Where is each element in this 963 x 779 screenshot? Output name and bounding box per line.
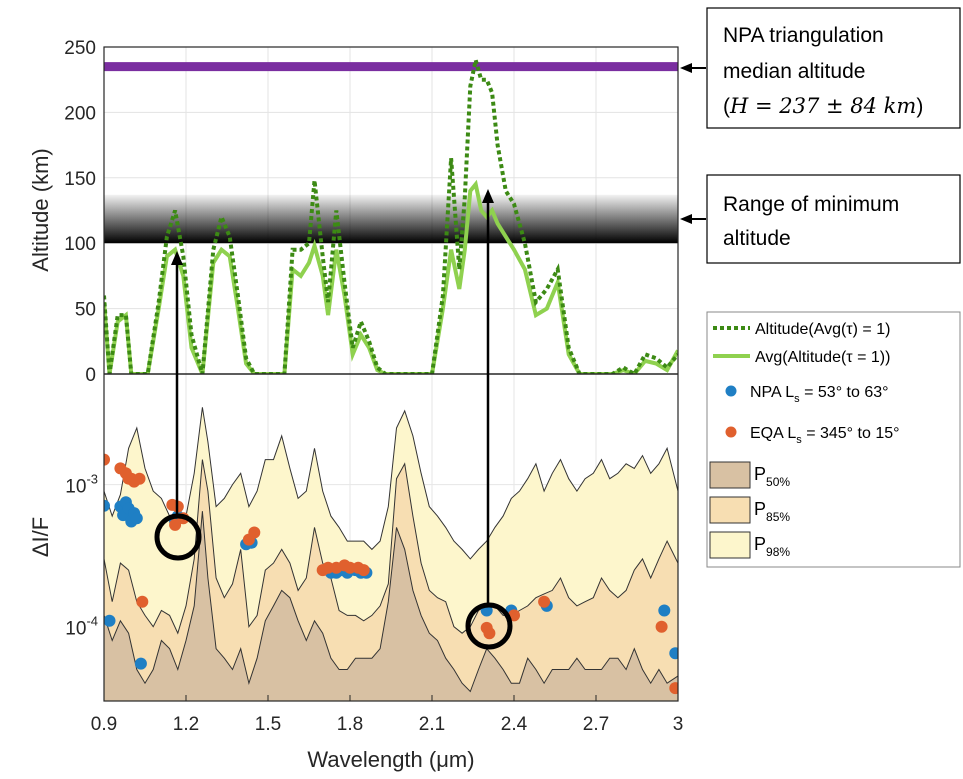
altitude-y-label: Altitude (km): [28, 148, 53, 271]
alt-tick-label-0: 0: [85, 365, 96, 386]
legend: Altitude(Avg(τ) = 1) Avg(Altitude(τ = 1)…: [706, 311, 961, 568]
alt-tick-label-100: 100: [64, 234, 96, 255]
area-p50: [104, 511, 678, 701]
alt-tick-label-200: 200: [64, 103, 96, 124]
point-eqa-6: [133, 472, 146, 485]
legend-p85-main: P: [754, 499, 766, 519]
altitude-panel: 0 50 100 150 200 250 Altitude (km): [28, 38, 679, 386]
series-line-altitude-avg-tau: [104, 59, 678, 374]
legend-swatch-p85: [709, 496, 751, 524]
point-eqa-15: [322, 561, 335, 574]
legend-p50-sub: 50%: [766, 475, 790, 489]
legend-npa-sub: s: [794, 393, 800, 405]
legend-eqa-sub: s: [796, 434, 802, 446]
arrow-range: [680, 214, 706, 224]
legend-label-p50: P50%: [754, 464, 790, 489]
point-eqa-25: [655, 620, 668, 633]
point-eqa-13: [248, 526, 261, 539]
range-annotation-line2: altitude: [723, 227, 791, 250]
x-tick-label-4: 2.1: [419, 714, 445, 735]
dif-tick-exp: -3: [86, 472, 98, 487]
x-tick-label-1: 1.2: [173, 714, 199, 735]
legend-label-solid: Avg(Altitude(τ = 1)): [755, 349, 890, 366]
dif-tick-label-1: 10-4: [65, 614, 98, 640]
x-tick-label-7: 3: [673, 714, 684, 735]
x-axis-label: Wavelength (μm): [307, 747, 474, 772]
legend-p85-sub: 85%: [766, 510, 790, 524]
point-eqa-20: [357, 564, 370, 577]
legend-swatch-npa: [725, 385, 737, 397]
point-eqa-0: [104, 453, 110, 466]
point-npa-25: [669, 647, 678, 660]
legend-label-p85: P85%: [754, 499, 790, 524]
point-npa-8: [130, 512, 143, 525]
median-altitude-bar: [104, 62, 678, 72]
legend-swatch-p98: [709, 531, 751, 559]
npa-paren-open: (: [723, 95, 730, 118]
point-npa-1: [104, 614, 116, 627]
alt-tick-label-150: 150: [64, 169, 96, 190]
point-eqa-24: [538, 595, 551, 608]
dif-tick-label-0: 10-3: [65, 472, 98, 498]
series-line-avg-altitude: [104, 179, 678, 374]
legend-p98-sub: 98%: [766, 545, 790, 559]
legend-swatch-p50: [709, 461, 751, 489]
arrow-right: [482, 189, 494, 606]
legend-eqa-main: EQA L: [750, 425, 796, 442]
arrow-npa: [680, 63, 706, 73]
delta-if-panel: 10-310-4 0.9 1.2 1.5 1.8 2.1 2.4 2.7 3 ΔI/F Wav…: [28, 374, 683, 772]
npa-paren-close: ): [916, 95, 923, 118]
delta-if-y-label-text: ΔI/F: [28, 517, 53, 557]
x-tick-label-5: 2.4: [501, 714, 528, 735]
npa-annotation-line2: median altitude: [723, 60, 865, 83]
minimum-altitude-band: [104, 194, 678, 244]
legend-npa-rest: = 53° to 63°: [800, 384, 889, 401]
point-eqa-18: [344, 561, 356, 574]
legend-label-npa: NPA Ls = 53° to 63°: [750, 384, 889, 405]
scatter-points: [104, 453, 678, 695]
legend-p50-main: P: [754, 464, 766, 484]
x-tick-label-2: 1.5: [255, 714, 281, 735]
point-eqa-7: [136, 595, 149, 608]
legend-p98-main: P: [754, 534, 766, 554]
alt-tick-label-250: 250: [64, 38, 96, 59]
delta-if-y-ticks: 10-310-4: [65, 472, 98, 640]
legend-label-eqa: EQA Ls = 345° to 15°: [750, 425, 900, 446]
point-eqa-11: [169, 518, 182, 531]
dif-tick-base: 10: [65, 477, 86, 498]
point-npa-24: [658, 604, 671, 617]
dif-tick-base: 10: [65, 619, 86, 640]
point-npa-0: [104, 499, 110, 512]
legend-npa-main: NPA L: [750, 384, 794, 401]
legend-eqa-rest: = 345° to 15°: [802, 425, 900, 442]
point-npa-9: [134, 657, 147, 670]
legend-label-dotted: Altitude(Avg(τ) = 1): [755, 321, 890, 338]
range-annotation-box: Range of minimum altitude: [706, 174, 961, 264]
range-annotation-line1: Range of minimum: [723, 193, 899, 216]
dif-tick-exp: -4: [86, 614, 98, 629]
arrow-left: [171, 251, 183, 517]
x-tick-label-6: 2.7: [583, 714, 609, 735]
x-tick-label-3: 1.8: [337, 714, 363, 735]
legend-label-p98: P98%: [754, 534, 790, 559]
npa-annotation-line3: (H = 237 ± 84 km): [723, 94, 923, 118]
x-tick-label-0: 0.9: [91, 714, 117, 735]
altitude-y-ticks: 0 50 100 150 200 250: [64, 38, 96, 386]
x-ticks: 0.9 1.2 1.5 1.8 2.1 2.4 2.7 3: [91, 695, 684, 735]
npa-annotation-box: NPA triangulation median altitude (H = 2…: [706, 7, 961, 129]
point-eqa-22: [483, 627, 496, 640]
legend-swatch-eqa: [725, 426, 737, 438]
delta-if-y-label: ΔI/F: [28, 517, 53, 557]
npa-math: H = 237 ± 84 km: [729, 94, 916, 118]
point-eqa-26: [669, 682, 678, 695]
alt-tick-label-50: 50: [75, 300, 96, 321]
npa-annotation-line1: NPA triangulation: [723, 24, 884, 47]
